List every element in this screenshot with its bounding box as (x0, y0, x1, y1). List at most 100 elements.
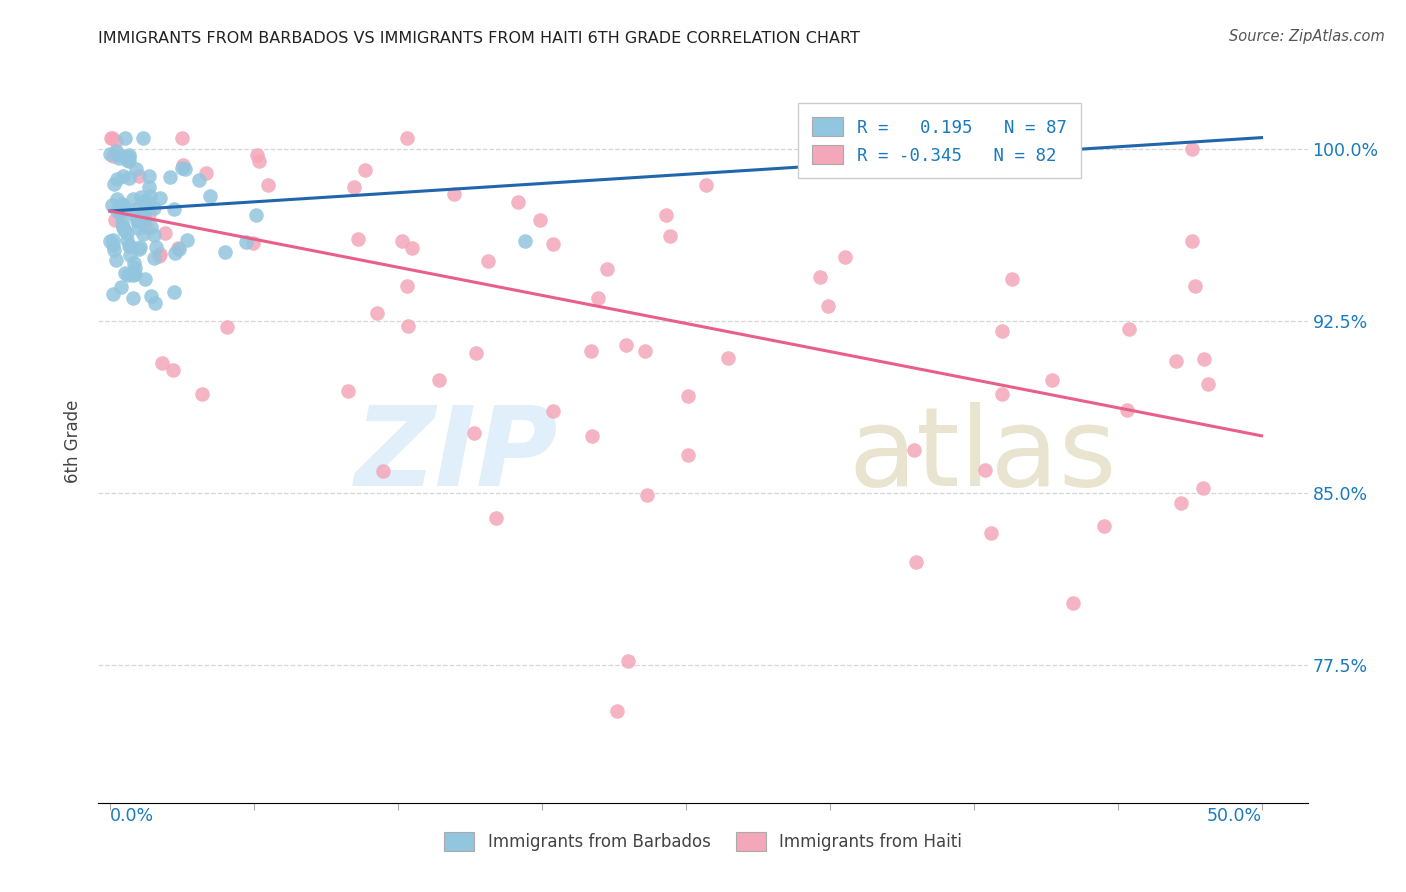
Point (122, 255, 145, 269)
Point (354, 162, 377, 177)
Text: 50.0%: 50.0% (1206, 807, 1261, 825)
Point (371, 464, 394, 478)
Point (103, 238, 125, 252)
Point (138, 180, 160, 194)
Point (636, 488, 658, 502)
Point (463, 425, 485, 440)
Point (1001, 272, 1024, 286)
Point (132, 213, 155, 227)
Point (991, 324, 1014, 338)
Point (138, 207, 160, 221)
Point (108, 148, 131, 162)
Point (124, 260, 146, 275)
Point (114, 266, 136, 280)
Point (242, 235, 264, 250)
Point (139, 188, 162, 202)
Point (191, 387, 214, 401)
Point (513, 234, 536, 248)
Point (128, 169, 150, 184)
Point (112, 219, 135, 234)
Point (149, 192, 172, 206)
Point (114, 202, 136, 217)
Point (235, 235, 257, 249)
Point (100, 147, 122, 161)
Point (716, 351, 738, 366)
Point (198, 189, 221, 203)
Point (817, 299, 839, 313)
Point (1192, 481, 1215, 495)
Point (111, 198, 134, 212)
Point (477, 253, 499, 268)
Point (105, 203, 128, 218)
Point (132, 130, 155, 145)
Point (114, 222, 136, 236)
Point (1040, 373, 1063, 387)
Point (1181, 142, 1204, 156)
Text: ZIP: ZIP (354, 402, 558, 509)
Point (166, 241, 188, 255)
Point (581, 429, 603, 443)
Point (165, 246, 187, 260)
Point (134, 272, 156, 286)
Point (105, 192, 128, 206)
Point (127, 214, 149, 228)
Point (991, 387, 1014, 401)
Point (111, 215, 134, 229)
Point (108, 151, 131, 165)
Point (101, 130, 124, 145)
Point (980, 526, 1002, 541)
Point (111, 197, 134, 211)
Point (347, 231, 370, 245)
Point (128, 242, 150, 256)
Point (173, 161, 195, 176)
Point (131, 206, 153, 220)
Text: IMMIGRANTS FROM BARBADOS VS IMMIGRANTS FROM HAITI 6TH GRADE CORRELATION CHART: IMMIGRANTS FROM BARBADOS VS IMMIGRANTS F… (98, 31, 860, 46)
Legend: Immigrants from Barbados, Immigrants from Haiti: Immigrants from Barbados, Immigrants fro… (436, 824, 970, 860)
Point (117, 226, 139, 240)
Point (138, 169, 160, 183)
Point (464, 346, 486, 360)
Point (114, 130, 136, 145)
Point (162, 202, 184, 217)
Point (129, 240, 152, 254)
Point (658, 228, 681, 243)
Point (118, 150, 141, 164)
Point (127, 220, 149, 235)
Point (112, 169, 135, 183)
Point (214, 245, 236, 260)
Point (188, 173, 211, 187)
Point (1192, 352, 1215, 367)
Point (98, 234, 121, 248)
Point (485, 510, 508, 524)
Point (1197, 377, 1219, 392)
Point (150, 356, 173, 370)
Point (676, 389, 699, 403)
Point (596, 261, 619, 276)
Point (401, 241, 423, 255)
Point (1062, 596, 1084, 610)
Point (443, 187, 465, 202)
Point (131, 227, 153, 242)
Point (122, 291, 145, 305)
Point (1170, 496, 1192, 510)
Point (1118, 321, 1140, 335)
Point (586, 291, 609, 305)
Point (149, 247, 172, 261)
Point (103, 243, 125, 257)
Point (118, 248, 141, 262)
Point (541, 236, 564, 251)
Point (117, 239, 139, 253)
Y-axis label: 6th Grade: 6th Grade (65, 400, 83, 483)
Point (245, 207, 267, 221)
Point (122, 207, 145, 221)
Point (135, 219, 157, 234)
Point (117, 268, 139, 282)
Point (139, 289, 162, 303)
Point (118, 154, 141, 169)
Point (112, 219, 135, 234)
Point (195, 166, 218, 180)
Point (256, 178, 278, 192)
Point (127, 214, 149, 228)
Point (121, 192, 143, 206)
Point (118, 147, 141, 161)
